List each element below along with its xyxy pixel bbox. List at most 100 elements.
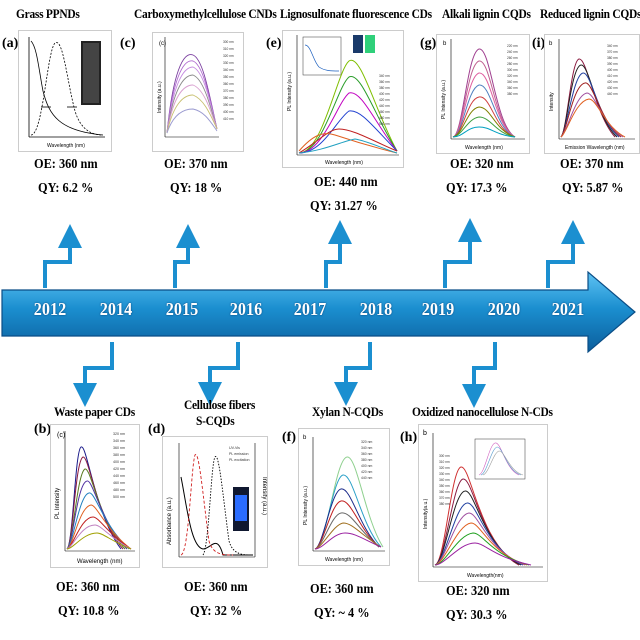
svg-text:360 nm: 360 nm <box>113 446 125 450</box>
panel-d-spectrum: Absorbance (a.u.) Intensity (a.u.) UV-Vi… <box>162 436 268 568</box>
svg-text:440 nm: 440 nm <box>607 92 618 96</box>
panel-g-xlabel: Wavelength (nm) <box>465 145 503 151</box>
qy-waste-paper: QY: 10.8 % <box>58 604 120 619</box>
panel-label-d: (d) <box>148 422 166 437</box>
svg-text:420 nm: 420 nm <box>607 80 618 84</box>
svg-text:340 nm: 340 nm <box>379 74 390 78</box>
svg-text:300 nm: 300 nm <box>439 454 450 458</box>
svg-text:320 nm: 320 nm <box>113 432 125 436</box>
year-2021: 2021 <box>551 299 585 319</box>
year-2019: 2019 <box>421 299 455 319</box>
panel-g-inner-label: b <box>443 41 447 47</box>
svg-text:360 nm: 360 nm <box>439 490 450 494</box>
panel-b-inner-label: (c) <box>57 432 65 439</box>
panel-label-e: (e) <box>266 36 282 51</box>
svg-text:390 nm: 390 nm <box>223 103 234 107</box>
svg-text:320 nm: 320 nm <box>223 54 234 58</box>
svg-text:420 nm: 420 nm <box>113 467 125 471</box>
panel-d-ylabel: Absorbance (a.u.) <box>167 497 173 545</box>
title-waste-paper-cds: Waste paper CDs <box>54 404 136 419</box>
oe-lignosulfonate: OE: 440 nm <box>314 175 378 190</box>
svg-text:300 nm: 300 nm <box>507 68 518 72</box>
svg-text:370 nm: 370 nm <box>223 89 234 93</box>
panel-h-spectrum: b Intensity(a.u.) 300 nm 310 nm 320 nm 330… <box>418 424 548 582</box>
svg-text:300 nm: 300 nm <box>223 40 234 44</box>
svg-text:350 nm: 350 nm <box>439 484 450 488</box>
title-oxidized-nanocellulose: Oxidized nanocellulose N-CDs <box>412 404 553 419</box>
svg-text:380 nm: 380 nm <box>607 56 618 60</box>
svg-text:310 nm: 310 nm <box>439 460 450 464</box>
oe-grass: OE: 360 nm <box>34 157 98 172</box>
panel-d-legend-3: PL excitation <box>229 458 249 462</box>
qy-cmc: QY: 18 % <box>170 181 223 196</box>
panel-i-ylabel: Intensity <box>549 92 555 111</box>
panel-label-h: (h) <box>400 430 418 445</box>
svg-text:500 nm: 500 nm <box>113 495 125 499</box>
svg-text:340 nm: 340 nm <box>439 478 450 482</box>
svg-text:400 nm: 400 nm <box>607 68 618 72</box>
svg-text:390 nm: 390 nm <box>607 62 618 66</box>
svg-text:310 nm: 310 nm <box>223 47 234 51</box>
panel-label-c: (c) <box>120 36 136 51</box>
svg-text:340 nm: 340 nm <box>361 446 372 450</box>
panel-label-a: (a) <box>2 36 19 51</box>
panel-a-xlabel: Wavelength (nm) <box>47 143 85 149</box>
oe-oxidized-nanocellulose: OE: 320 nm <box>446 584 510 599</box>
svg-text:370 nm: 370 nm <box>439 496 450 500</box>
svg-text:340 nm: 340 nm <box>113 439 125 443</box>
panel-i-inner-label: b <box>549 41 553 47</box>
svg-text:400 nm: 400 nm <box>361 464 372 468</box>
panel-i-xlabel: Emission Wavelength (nm) <box>565 145 625 151</box>
svg-text:410 nm: 410 nm <box>607 74 618 78</box>
panel-f-xlabel: Wavelength (nm) <box>325 557 363 563</box>
title-lignosulfonate-cds: Lignosulfonate fluorescence CDs <box>280 6 432 21</box>
svg-text:320 nm: 320 nm <box>439 466 450 470</box>
svg-text:410 nm: 410 nm <box>223 117 234 121</box>
svg-text:380 nm: 380 nm <box>439 502 450 506</box>
title-reduced-lignin-cqds: Reduced lignin CQDs <box>540 6 640 21</box>
svg-text:440 nm: 440 nm <box>113 474 125 478</box>
panel-e-xlabel: Wavelength (nm) <box>325 160 363 166</box>
svg-text:400 nm: 400 nm <box>379 92 390 96</box>
panel-b-ylabel: PL Intensity <box>55 488 61 519</box>
svg-text:280 nm: 280 nm <box>507 62 518 66</box>
svg-text:400 nm: 400 nm <box>223 110 234 114</box>
svg-text:330 nm: 330 nm <box>223 61 234 65</box>
qy-xylan: QY: ~ 4 % <box>314 606 370 621</box>
svg-text:370 nm: 370 nm <box>607 50 618 54</box>
panel-f-spectrum: b PL Intensity (a.u.) 320 nm 340 nm 360 nm… <box>298 428 390 566</box>
svg-text:380 nm: 380 nm <box>361 458 372 462</box>
timeline-arrow <box>1 270 636 354</box>
svg-text:420 nm: 420 nm <box>361 470 372 474</box>
svg-text:380 nm: 380 nm <box>379 86 390 90</box>
oe-cmc: OE: 370 nm <box>164 157 228 172</box>
svg-text:380 nm: 380 nm <box>507 92 518 96</box>
panel-h-inner-label: b <box>423 430 427 437</box>
panel-h-xlabel: Wavelength(nm) <box>467 573 504 579</box>
panel-b-spectrum: (c) PL Intensity 320 nm 340 nm 360 nm 380 … <box>50 424 140 568</box>
qy-lignosulfonate: QY: 31.27 % <box>310 199 378 214</box>
svg-text:330 nm: 330 nm <box>439 472 450 476</box>
svg-text:380 nm: 380 nm <box>113 453 125 457</box>
svg-text:420 nm: 420 nm <box>379 98 390 102</box>
panel-c-inner-label: (c) <box>159 41 166 47</box>
svg-text:360 nm: 360 nm <box>223 82 234 86</box>
oe-xylan: OE: 360 nm <box>310 582 374 597</box>
panel-d-ylabel2: Intensity (a.u.) <box>261 477 267 515</box>
svg-text:500 nm: 500 nm <box>379 122 390 126</box>
svg-text:360 nm: 360 nm <box>507 86 518 90</box>
oe-waste-paper: OE: 360 nm <box>56 580 120 595</box>
panel-h-ylabel: Intensity(a.u.) <box>423 498 429 529</box>
qy-reduced-lignin: QY: 5.87 % <box>562 181 624 196</box>
title-xylan-n-cqds: Xylan N-CQDs <box>312 404 383 419</box>
title-s-cqds: S-CQDs <box>196 413 235 428</box>
panel-a-spectrum: Wavelength (nm) <box>18 30 112 152</box>
svg-text:400 nm: 400 nm <box>113 460 125 464</box>
qy-alkali-lignin: QY: 17.3 % <box>446 181 508 196</box>
svg-text:350 nm: 350 nm <box>223 75 234 79</box>
svg-text:380 nm: 380 nm <box>223 96 234 100</box>
panel-label-g: (g) <box>420 36 437 51</box>
panel-label-b: (b) <box>34 422 52 437</box>
svg-text:480 nm: 480 nm <box>113 488 125 492</box>
